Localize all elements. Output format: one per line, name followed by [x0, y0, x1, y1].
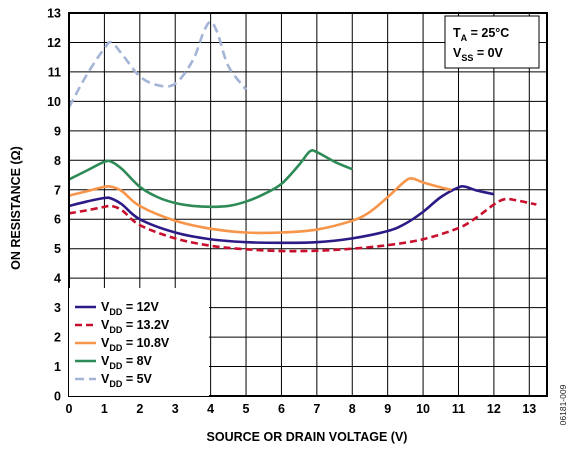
y-tick-label: 11 — [48, 65, 61, 79]
svg-text:VDD = 5V: VDD = 5V — [101, 372, 153, 389]
y-tick-label: 10 — [47, 95, 61, 109]
x-tick-label: 13 — [522, 402, 536, 416]
x-tick-label: 6 — [278, 402, 285, 416]
temperature-condition: TA = 25°C — [453, 26, 509, 43]
legend-item-vdd-10-8v: VDD = 10.8V — [75, 336, 170, 353]
y-tick-label: 6 — [54, 213, 61, 227]
y-tick-label: 7 — [54, 183, 61, 197]
series-line-vdd-8v — [68, 148, 353, 209]
x-tick-label: 8 — [349, 402, 356, 416]
series-line-vdd-5v — [67, 20, 248, 108]
x-tick-label: 9 — [384, 402, 391, 416]
y-tick-label: 9 — [54, 124, 61, 138]
x-tick-label: 7 — [313, 402, 320, 416]
conditions-box: TA = 25°C VSS = 0V — [444, 15, 540, 69]
grid — [69, 13, 547, 396]
series-line-vdd-13-2v — [68, 197, 537, 253]
legend-item-vdd-12v: VDD = 12V — [75, 300, 159, 317]
svg-text:VDD = 8V: VDD = 8V — [101, 354, 153, 371]
x-tick-label: 3 — [172, 402, 179, 416]
legend-item-vdd-5v: VDD = 5V — [75, 372, 153, 389]
x-tick-label: 12 — [487, 402, 501, 416]
series-lines — [67, 20, 537, 253]
x-tick-label: 10 — [416, 402, 430, 416]
y-tick-label: 4 — [54, 272, 61, 286]
vss-condition: VSS = 0V — [453, 46, 504, 63]
y-tick-label: 0 — [54, 390, 61, 404]
x-tick-label: 0 — [66, 402, 73, 416]
series-line-vdd-10-8v — [68, 177, 452, 235]
y-tick-label: 2 — [54, 331, 61, 345]
svg-text:VDD = 13.2V: VDD = 13.2V — [101, 318, 170, 335]
y-tick-label: 3 — [54, 301, 61, 315]
plot-frame — [68, 12, 548, 397]
series-line-vdd-12v — [68, 184, 495, 245]
y-tick-label: 13 — [47, 7, 61, 21]
x-tick-label: 4 — [207, 402, 214, 416]
y-tick-label: 12 — [47, 36, 61, 50]
x-tick-label: 11 — [452, 402, 465, 416]
y-tick-label: 5 — [54, 242, 61, 256]
legend-item-vdd-13-2v: VDD = 13.2V — [75, 318, 170, 335]
x-tick-label: 5 — [243, 402, 250, 416]
x-axis-title: SOURCE OR DRAIN VOLTAGE (V) — [207, 430, 408, 444]
legend: VDD = 12V VDD = 13.2V VDD = 10.8V VDD = … — [69, 288, 209, 396]
y-tick-label: 8 — [54, 154, 61, 168]
svg-text:VDD = 10.8V: VDD = 10.8V — [101, 336, 170, 353]
y-tick-label: 1 — [54, 360, 61, 374]
legend-item-vdd-8v: VDD = 8V — [75, 354, 153, 371]
x-axis-ticks: 0 1 2 3 4 5 6 7 8 9 10 11 12 13 — [66, 402, 537, 416]
x-tick-label: 2 — [136, 402, 143, 416]
y-axis-title: ON RESISTANCE (Ω) — [9, 146, 23, 270]
x-tick-label: 1 — [101, 402, 108, 416]
svg-text:VDD = 12V: VDD = 12V — [101, 300, 159, 317]
figure-id: 06181-009 — [558, 384, 568, 425]
